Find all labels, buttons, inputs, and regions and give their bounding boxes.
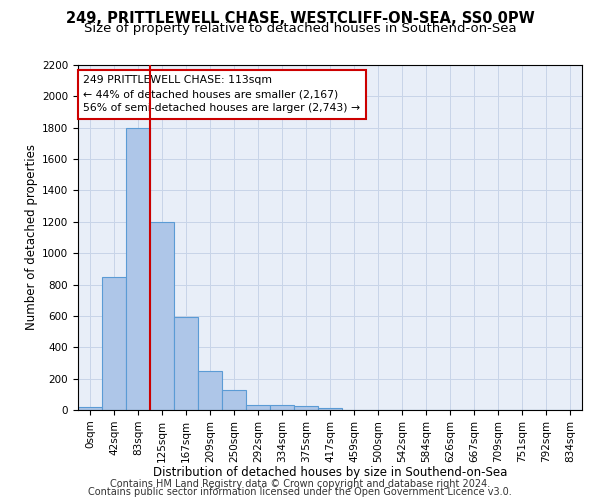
Bar [78,407,102,410]
Bar [246,404,270,410]
Bar [270,404,294,410]
Bar [102,278,126,410]
Text: Contains public sector information licensed under the Open Government Licence v3: Contains public sector information licen… [88,487,512,497]
Text: Contains HM Land Registry data © Crown copyright and database right 2024.: Contains HM Land Registry data © Crown c… [110,479,490,489]
Bar [294,406,318,410]
Bar [150,222,174,410]
Y-axis label: Number of detached properties: Number of detached properties [25,144,38,330]
X-axis label: Distribution of detached houses by size in Southend-on-Sea: Distribution of detached houses by size … [153,466,507,479]
Bar [126,128,150,410]
Text: 249, PRITTLEWELL CHASE, WESTCLIFF-ON-SEA, SS0 0PW: 249, PRITTLEWELL CHASE, WESTCLIFF-ON-SEA… [65,11,535,26]
Bar [318,408,342,410]
Text: Size of property relative to detached houses in Southend-on-Sea: Size of property relative to detached ho… [83,22,517,35]
Bar [174,318,198,410]
Bar [222,390,246,410]
Text: 249 PRITTLEWELL CHASE: 113sqm
← 44% of detached houses are smaller (2,167)
56% o: 249 PRITTLEWELL CHASE: 113sqm ← 44% of d… [83,76,360,114]
Bar [198,371,222,410]
